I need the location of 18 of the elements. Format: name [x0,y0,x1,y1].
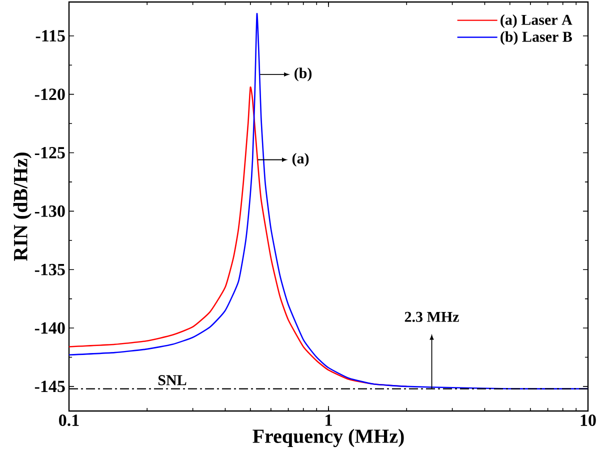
y-tick-label: -145 [34,380,65,392]
y-tick-label: -120 [34,88,65,100]
y-tick-label: -130 [34,205,65,217]
y-axis-title: RIN (dB/Hz) [13,152,32,261]
ref-line-label: SNL [158,375,186,386]
y-tick-label: -135 [34,264,65,276]
annotation: (b) [294,68,312,82]
y-tick-label: -140 [34,322,65,334]
legend-label: (a) Laser A [500,14,572,28]
x-tick-label: 10 [580,414,596,426]
x-tick-label: 0.1 [59,414,79,426]
annotation: 2.3 MHz [404,312,459,322]
legend-label: (b) Laser B [500,31,572,45]
y-tick-label: -115 [36,30,65,42]
annotation: (a) [292,152,309,167]
y-tick-label: -125 [34,147,65,158]
x-axis-title: Frequency (MHz) [252,428,404,448]
x-tick-label: 1 [326,414,332,426]
